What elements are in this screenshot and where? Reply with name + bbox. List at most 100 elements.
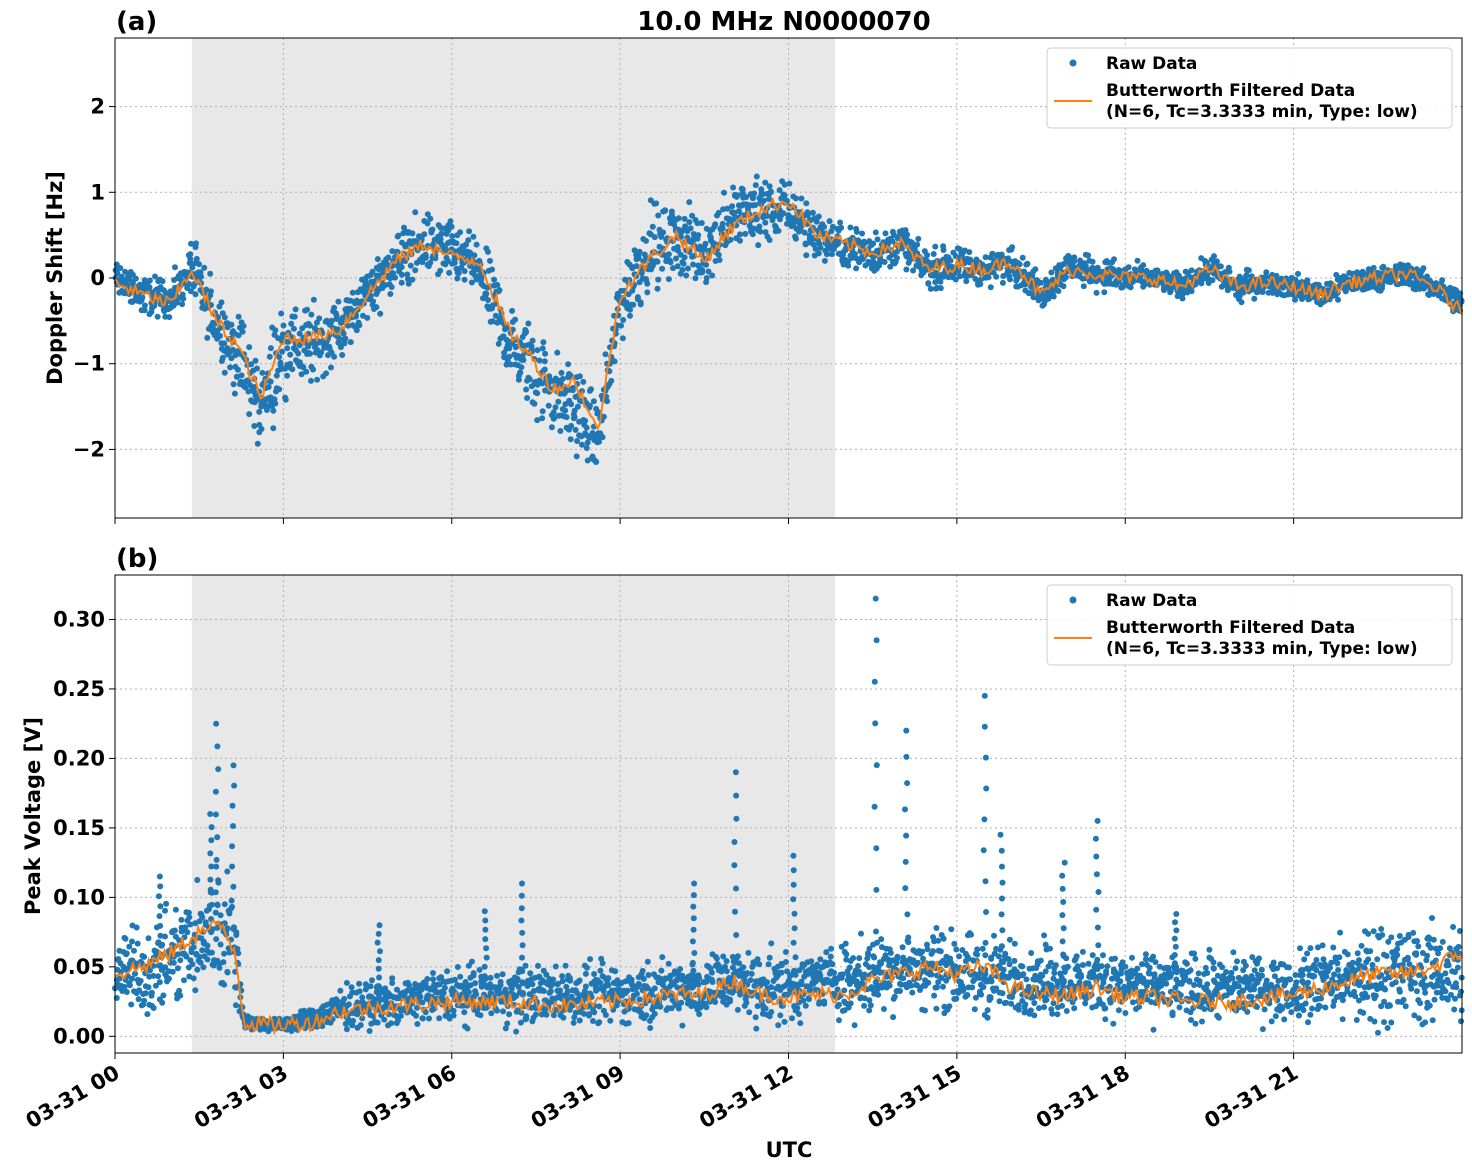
raw-data-point [221,340,228,347]
raw-data-point [527,970,534,977]
raw-data-point [337,344,344,351]
raw-data-point [345,322,352,329]
raw-data-point [441,984,448,991]
raw-data-point [963,278,970,285]
raw-data-point [821,998,828,1005]
raw-data-point [122,935,129,942]
raw-data-point [284,345,291,352]
raw-data-point [304,306,311,313]
raw-data-point [633,990,640,997]
raw-data-point [937,948,944,955]
raw-data-point [574,403,581,410]
raw-data-point [940,935,947,942]
raw-data-point [414,1021,421,1027]
raw-data-point [407,262,414,269]
raw-data-point [853,228,860,235]
raw-data-point [838,224,845,231]
raw-data-point [487,257,493,264]
y-tick-label: 0 [90,266,105,290]
raw-data-point [202,919,209,926]
raw-data-point [347,339,354,346]
raw-data-point [1125,264,1132,271]
raw-data-point [267,378,274,385]
raw-data-point [559,973,566,980]
raw-data-point [129,938,135,945]
raw-data-point [749,231,756,238]
raw-data-point [231,390,238,397]
raw-data-point [139,294,146,301]
raw-data-point [803,200,810,207]
raw-data-point [604,398,611,405]
raw-data-point [246,411,253,418]
raw-data-point [996,998,1003,1005]
raw-data-point [518,364,525,371]
raw-data-point [189,961,196,968]
raw-data-point [453,240,460,247]
raw-data-point [208,288,214,295]
raw-data-point [993,273,1000,280]
raw-data-point [887,949,894,956]
raw-data-point [924,946,931,953]
raw-data-point [769,217,776,224]
raw-data-point [874,236,881,243]
raw-data-point [424,976,431,982]
raw-data-point [335,298,342,305]
raw-data-point [644,289,651,296]
raw-data-point [644,958,651,965]
raw-data-point [204,956,211,963]
raw-data-point [256,408,263,415]
raw-data-point [534,347,541,354]
raw-data-point [584,439,591,446]
raw-data-point [1022,1001,1029,1008]
raw-data-point [757,228,764,235]
raw-data-point [267,345,274,352]
raw-data-point [399,271,405,278]
raw-data-point [778,969,785,976]
raw-data-point [705,268,712,275]
raw-data-point [689,212,696,219]
raw-data-point [1089,952,1096,959]
raw-data-point [238,372,245,379]
raw-data-point [526,376,533,383]
raw-data-point [129,975,135,982]
raw-data-point [894,955,901,962]
raw-data-point [635,980,642,987]
raw-data-point [756,961,763,968]
raw-data-point [525,320,532,327]
raw-data-point [766,237,773,243]
raw-data-point [424,211,431,218]
raw-data-point [721,189,728,196]
raw-data-point [752,182,759,189]
raw-data-point [702,240,709,247]
raw-data-point [829,223,836,230]
raw-data-point [851,251,858,257]
raw-data-point [748,970,755,977]
raw-data-point [835,238,842,245]
raw-data-point [146,284,153,291]
raw-data-point [272,327,279,334]
raw-data-point [1051,970,1058,976]
raw-data-point [141,307,148,314]
raw-data-point [659,265,666,272]
raw-data-point [979,945,986,952]
raw-data-point [925,979,932,986]
raw-data-point [760,191,767,197]
raw-data-point [374,1019,381,1026]
raw-data-point [248,361,255,368]
raw-data-point [723,958,730,965]
raw-data-point [389,248,396,255]
legend-raw-label-a: Raw Data [1106,54,1197,74]
raw-data-point [1439,277,1446,284]
raw-data-point [233,929,240,936]
raw-data-point [718,968,725,975]
raw-data-point [114,270,121,277]
raw-data-point [485,297,491,303]
raw-data-point [331,304,338,311]
raw-data-point [747,977,754,984]
raw-data-point [172,264,178,271]
raw-data-point [1085,960,1092,967]
raw-data-point [560,1014,567,1021]
raw-data-point [798,978,805,985]
raw-data-point [133,924,140,931]
